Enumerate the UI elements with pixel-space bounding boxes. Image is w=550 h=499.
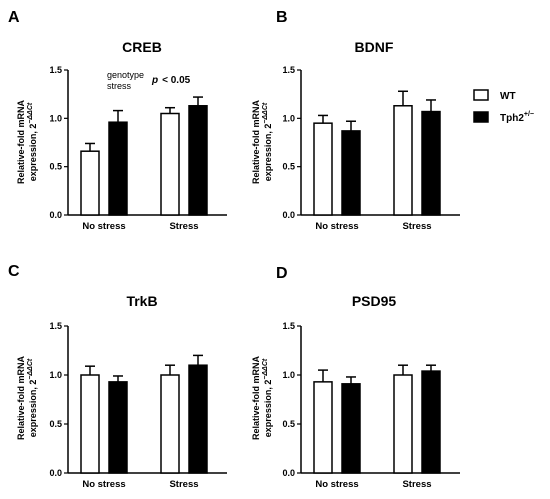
y-tick-label: 0.5 <box>282 162 295 172</box>
y-tick-label: 0.0 <box>282 468 295 478</box>
bar-tph2 <box>108 381 128 474</box>
y-axis-label-line1: Relative-fold mRNA <box>251 355 261 440</box>
y-tick-label: 1.5 <box>49 65 62 75</box>
x-tick-label: No stress <box>82 221 125 232</box>
annotation-p-text: < 0.05 <box>162 75 191 86</box>
bar-wt <box>80 374 100 474</box>
y-axis-label-sup: −ΔΔCt <box>262 358 269 380</box>
y-axis-label-sup: −ΔΔCt <box>262 102 269 124</box>
legend-label-tph2: Tph2+/− <box>500 111 534 124</box>
y-axis-label-line1: Relative-fold mRNA <box>16 355 26 440</box>
y-tick-label: 1.5 <box>282 65 295 75</box>
y-tick-label: 1.5 <box>49 321 62 331</box>
y-tick-label: 0.0 <box>282 210 295 220</box>
bar-tph2 <box>188 364 208 474</box>
x-tick-label: Stress <box>402 221 431 232</box>
y-tick-label: 0.5 <box>49 419 62 429</box>
legend-swatch-wt <box>473 89 489 101</box>
x-tick-label: No stress <box>82 479 125 490</box>
x-tick-label: Stress <box>169 479 198 490</box>
y-tick-label: 0.0 <box>49 210 62 220</box>
y-tick-label: 1.0 <box>282 113 295 123</box>
bar-tph2 <box>341 383 361 474</box>
panel-d: D PSD95 Relative-fold mRNA expression, 2−ΔΔ… <box>251 265 460 490</box>
y-axis-label-line2: expression, 2 <box>28 380 38 438</box>
legend: WT Tph2+/− <box>473 89 534 124</box>
y-axis-label: Relative-fold mRNA expression, 2−ΔΔCt <box>16 99 38 184</box>
y-tick-label: 1.5 <box>282 321 295 331</box>
bar-tph2 <box>421 370 441 474</box>
panel-b: B BDNF Relative-fold mRNA expression, 2−ΔΔC… <box>251 9 460 232</box>
panel-letter: C <box>8 263 20 280</box>
y-axis-label-line1: Relative-fold mRNA <box>16 99 26 184</box>
legend-label-tph2-main: Tph2 <box>500 113 524 124</box>
bar-tph2 <box>421 110 441 216</box>
panel-letter: D <box>276 265 288 282</box>
y-tick-label: 1.0 <box>282 370 295 380</box>
legend-label-tph2-sup: +/− <box>524 111 534 118</box>
y-axis-label-line1: Relative-fold mRNA <box>251 99 261 184</box>
y-tick-label: 1.0 <box>49 113 62 123</box>
legend-swatch-tph2 <box>473 111 489 123</box>
annotation-p-symbol: p <box>151 75 158 86</box>
bar-wt <box>160 374 180 474</box>
panel-letter: B <box>276 9 288 26</box>
panel-c: C TrkB Relative-fold mRNA expression, 2−ΔΔC… <box>8 263 227 490</box>
panel-a: A CREB Relative-fold mRNA expression, 2−ΔΔC… <box>8 9 227 232</box>
x-tick-label: Stress <box>169 221 198 232</box>
x-tick-label: Stress <box>402 479 431 490</box>
y-tick-label: 1.0 <box>49 370 62 380</box>
annotation-genotype: genotype <box>107 70 144 80</box>
y-axis-label-line2: expression, 2 <box>28 124 38 182</box>
panel-title: TrkB <box>126 293 157 309</box>
annotation-p-value: p < 0.05 <box>151 75 191 86</box>
bar-wt <box>80 150 100 216</box>
y-axis-label: Relative-fold mRNA expression, 2−ΔΔCt <box>251 355 273 440</box>
y-axis-label: Relative-fold mRNA expression, 2−ΔΔCt <box>16 355 38 440</box>
panel-title: CREB <box>122 39 162 55</box>
legend-label-wt: WT <box>500 91 516 102</box>
y-tick-label: 0.0 <box>49 468 62 478</box>
panel-title: BDNF <box>355 39 394 55</box>
panel-letter: A <box>8 9 20 26</box>
y-axis-label-line2: expression, 2 <box>263 380 273 438</box>
y-axis-label: Relative-fold mRNA expression, 2−ΔΔCt <box>251 99 273 184</box>
annotation-stress: stress <box>107 81 132 91</box>
x-tick-label: No stress <box>315 221 358 232</box>
y-axis-label-sup: −ΔΔCt <box>27 102 34 124</box>
bar-tph2 <box>108 121 128 216</box>
bar-tph2 <box>341 130 361 216</box>
bar-wt <box>393 374 413 474</box>
bar-tph2 <box>188 105 208 216</box>
y-axis-label-line2: expression, 2 <box>263 124 273 182</box>
y-axis-label-sup: −ΔΔCt <box>27 358 34 380</box>
bar-wt <box>393 105 413 216</box>
x-tick-label: No stress <box>315 479 358 490</box>
y-tick-label: 0.5 <box>49 162 62 172</box>
bar-wt <box>313 122 333 216</box>
bar-wt <box>313 381 333 474</box>
panel-title: PSD95 <box>352 293 397 309</box>
bar-wt <box>160 112 180 216</box>
y-tick-label: 0.5 <box>282 419 295 429</box>
